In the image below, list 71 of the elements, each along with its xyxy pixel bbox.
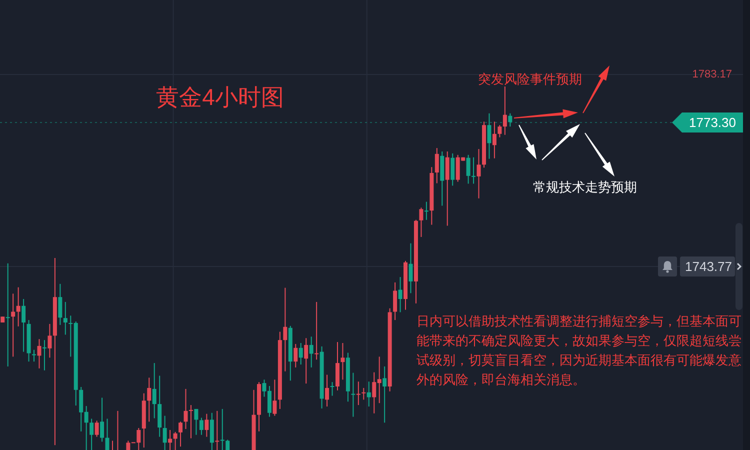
annotation: 日内可以借助技术性看调整进行捕短空参与，但基本面可 [416, 314, 742, 328]
candlestick [220, 408, 224, 450]
candlestick [90, 418, 94, 450]
candlestick [434, 148, 439, 184]
candlestick [210, 412, 214, 450]
candlestick [226, 439, 230, 450]
candlestick [42, 340, 46, 371]
candlestick [508, 112, 512, 128]
candlestick [314, 301, 319, 360]
candlestick [445, 150, 450, 226]
candlestick [272, 379, 277, 416]
title: 黄金4小时图 [156, 84, 284, 110]
candlestick [184, 388, 188, 430]
candlestick [398, 276, 402, 313]
candlestick [178, 421, 183, 448]
candlestick [48, 323, 52, 358]
candlestick [147, 377, 152, 422]
candlestick [162, 415, 167, 450]
candlestick [330, 382, 334, 396]
candlestick [419, 207, 424, 238]
candlestick [100, 397, 104, 442]
candlestick [11, 293, 16, 358]
candlestick [32, 349, 36, 362]
candlestick [325, 374, 330, 408]
y-tick-label: 1783.17 [692, 68, 732, 80]
candlestick [487, 112, 492, 160]
candlestick [37, 338, 42, 369]
ref-line-label: 1773.30 [689, 115, 736, 130]
candlestick [294, 343, 298, 368]
annotation: 突发风险事件预期 [478, 72, 582, 86]
candlestick [58, 283, 62, 326]
candlestick [424, 201, 428, 220]
candlestick [492, 121, 496, 159]
candlestick [63, 301, 68, 336]
candlestick [16, 286, 20, 327]
candlestick [309, 336, 314, 368]
candlestick [351, 372, 356, 418]
candlestick [158, 375, 162, 438]
y-tick-label: 1743.77 [685, 259, 732, 274]
candlestick [366, 381, 371, 408]
candlestick [393, 282, 398, 321]
candlestick [152, 362, 156, 419]
candlestick [304, 338, 308, 384]
candlestick [472, 156, 476, 184]
candlestick [356, 381, 360, 406]
candlestick [362, 387, 366, 400]
annotation: 能带来的不确定风险更大，故如果参与空，仅限超短线尝 [416, 333, 742, 348]
candlestick [199, 417, 204, 436]
candlestick [283, 287, 288, 372]
candlestick [188, 404, 193, 439]
candlestick [94, 420, 99, 438]
candlestick [22, 298, 26, 352]
candlestick [450, 152, 455, 186]
candlestick [204, 413, 209, 438]
candlestick [466, 154, 470, 184]
candlestick [340, 342, 345, 380]
candlestick [298, 342, 303, 365]
candlestick [408, 242, 413, 294]
candlestick [6, 262, 10, 367]
candlestick [498, 124, 502, 138]
annotation: 常规技术走势预期 [533, 180, 637, 194]
candlestick [502, 86, 507, 136]
candlestick [215, 410, 220, 450]
candlestick [476, 148, 481, 199]
annotation: 试级别，切莫盲目看空，因为近期基本面很有可能爆发意 [416, 352, 742, 368]
candlestick [105, 418, 110, 450]
candlestick [194, 408, 198, 436]
candlestick [382, 366, 387, 424]
candlestick [335, 342, 340, 391]
annotation: 外的风险，即台海相关消息。 [416, 372, 586, 387]
candlestick [173, 431, 178, 450]
